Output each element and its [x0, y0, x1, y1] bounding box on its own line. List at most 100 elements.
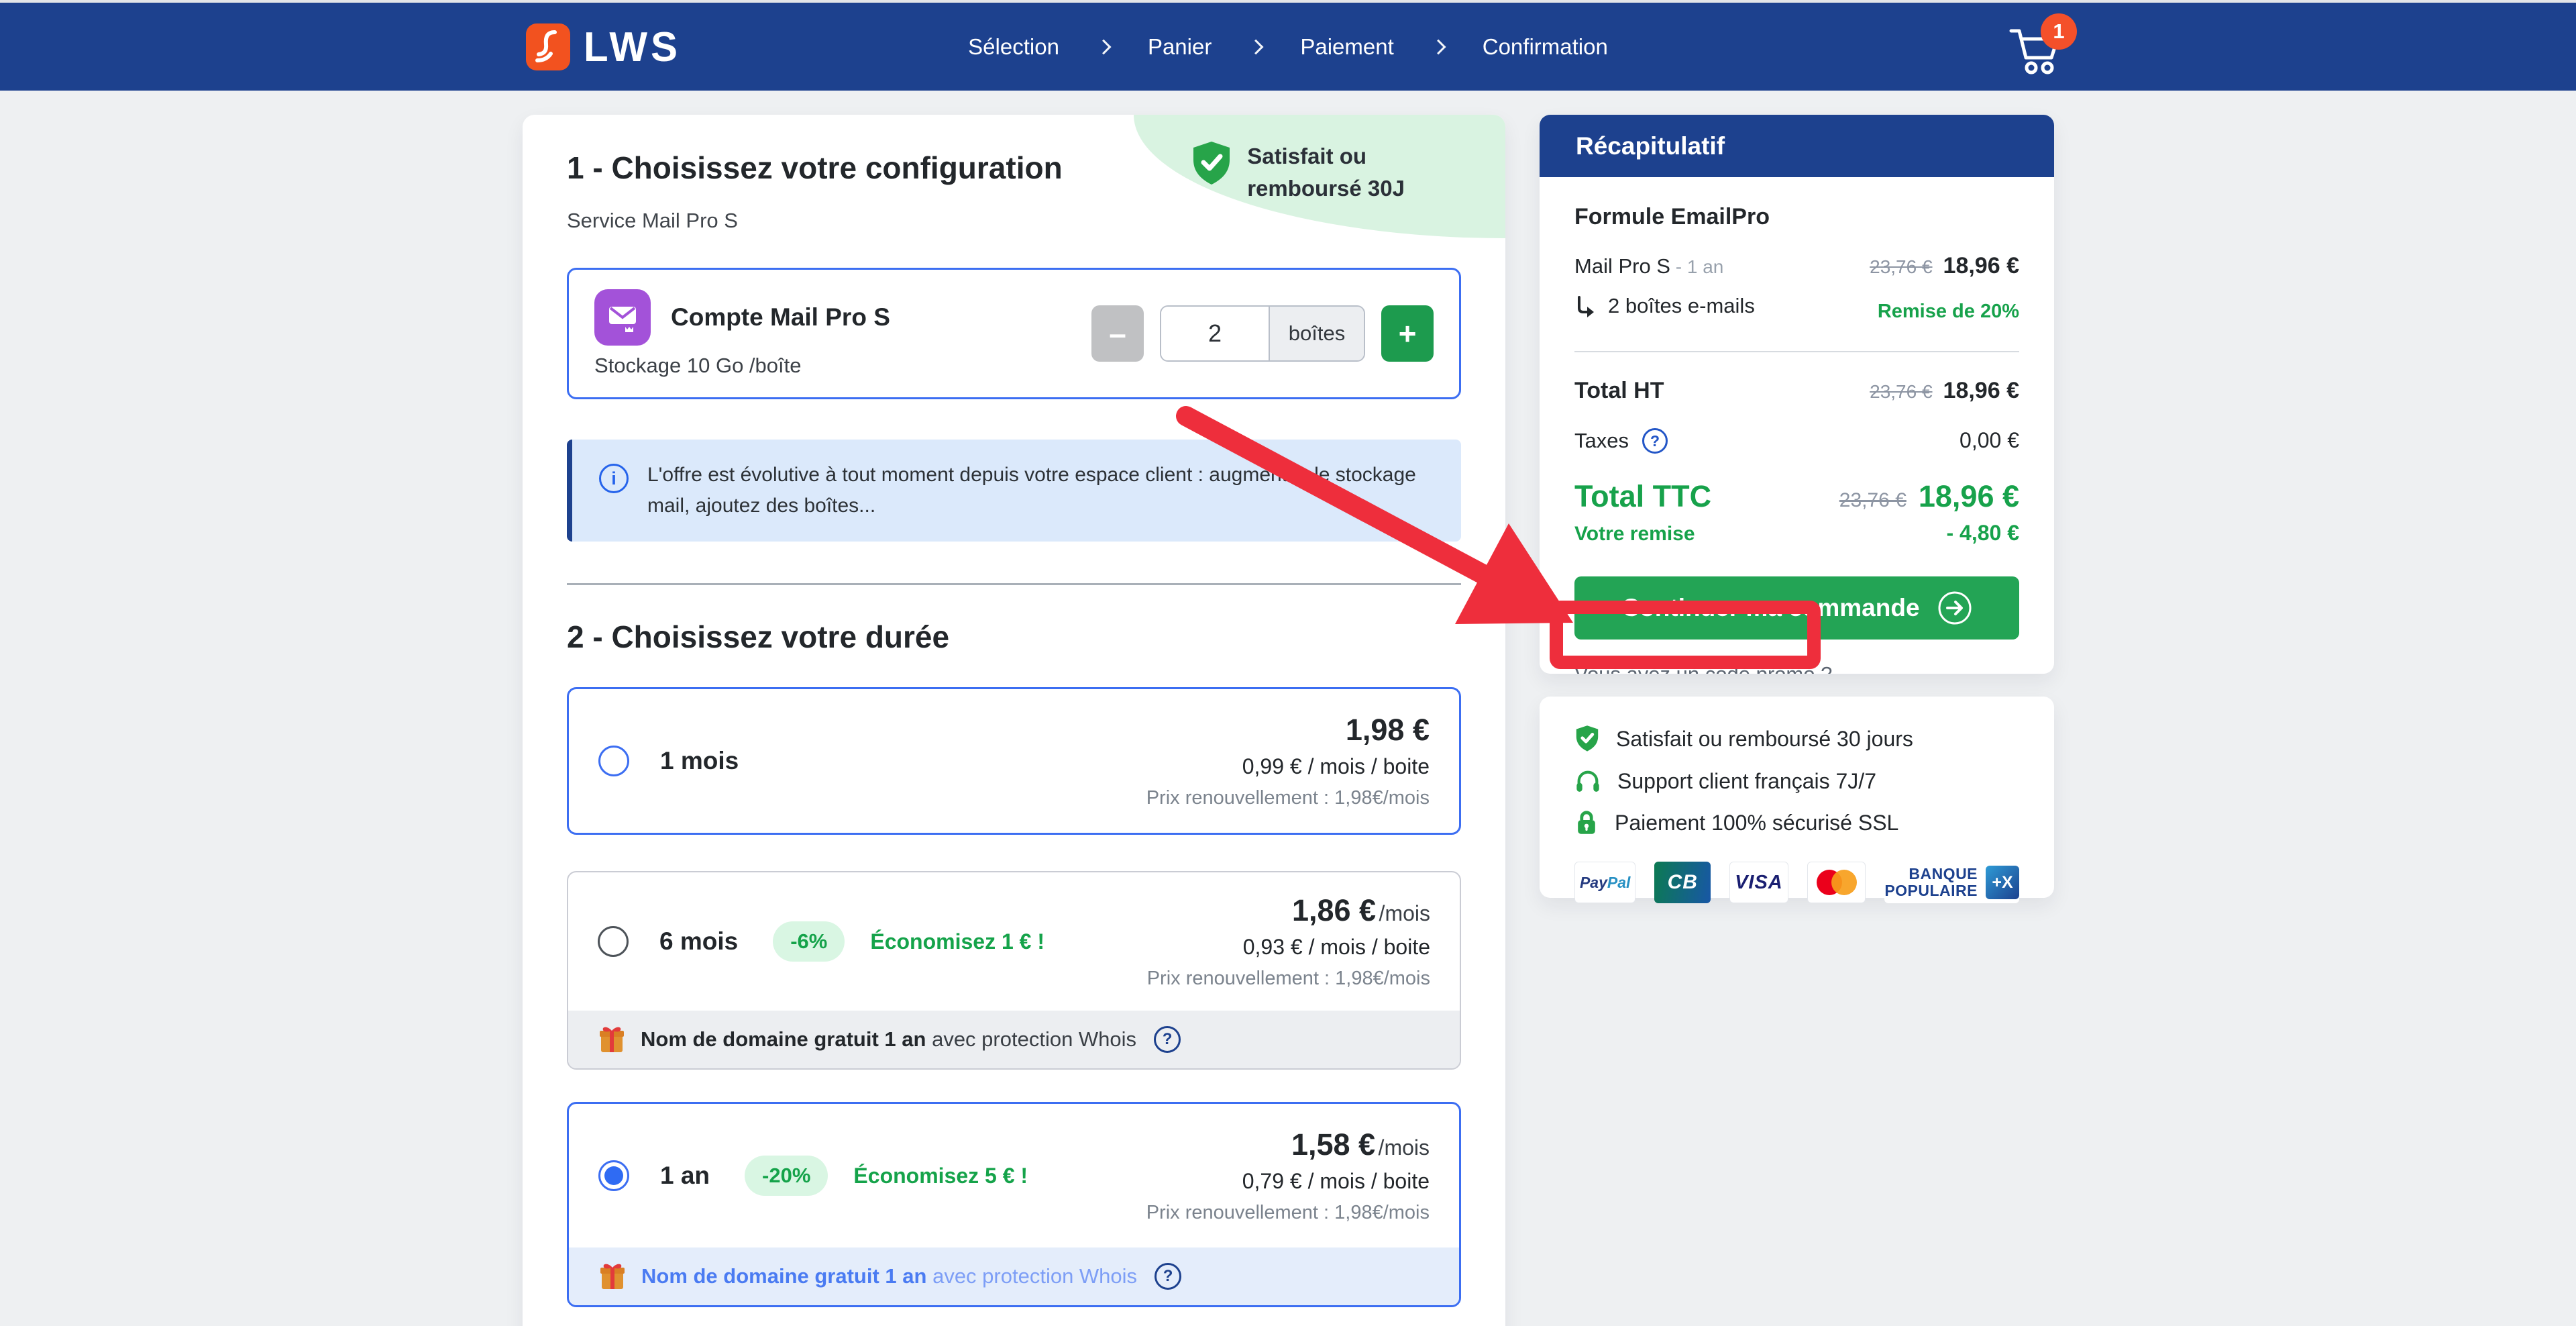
shield-check-icon — [1193, 142, 1230, 185]
lws-logo-icon — [526, 23, 570, 70]
continue-order-button[interactable]: Continuer ma commande — [1574, 576, 2019, 640]
current-price: 18,96 € — [1943, 253, 2019, 278]
old-price: 23,76 € — [1870, 381, 1933, 402]
breadcrumb-step-panier[interactable]: Panier — [1147, 34, 1212, 59]
total-ht-label: Total HT — [1574, 378, 1664, 403]
benefit-guarantee: Satisfait ou remboursé 30 jours — [1574, 725, 2019, 753]
banque-populaire-logo: BANQUE POPULAIRE +X — [1884, 862, 2020, 903]
continue-order-label: Continuer ma commande — [1621, 594, 1920, 621]
cart-count-badge: 1 — [2041, 13, 2077, 50]
quantity-unit-label: boîtes — [1269, 307, 1364, 360]
quantity-decrease-button[interactable]: – — [1091, 305, 1144, 362]
gift-icon — [600, 1264, 625, 1289]
order-summary-card: Récapitulatif Formule EmailPro Mail Pro … — [1540, 115, 2054, 674]
question-icon[interactable]: ? — [1154, 1026, 1181, 1053]
question-icon[interactable]: ? — [1642, 428, 1668, 454]
total-ht-value: 18,96 € — [1943, 378, 2019, 403]
option-price-suffix: /mois — [1378, 1135, 1430, 1160]
guarantee-line2: remboursé 30J — [1247, 176, 1405, 201]
corner-arrow-icon — [1578, 296, 1594, 317]
chevron-right-icon — [1248, 39, 1264, 54]
section1-title: 1 - Choisissez votre configuration — [567, 150, 1063, 185]
bonus-rest-text: avec protection Whois — [932, 1264, 1138, 1288]
summary-divider — [1574, 351, 2019, 352]
bonus-bold-text: Nom de domaine gratuit 1 an — [641, 1264, 927, 1288]
option-renewal: Prix renouvellement : 1,98€/mois — [1146, 1202, 1430, 1223]
breadcrumb-step-paiement[interactable]: Paiement — [1300, 34, 1394, 59]
option-renewal: Prix renouvellement : 1,98€/mois — [1146, 787, 1430, 809]
chevron-right-icon — [1430, 39, 1446, 54]
lws-logo-text: LWS — [584, 23, 681, 70]
option-per-box: 0,99 € / mois / boite — [1242, 754, 1430, 778]
radio-1-mois[interactable] — [598, 746, 629, 776]
headset-icon — [1576, 770, 1599, 792]
discount-value: - 4,80 € — [1946, 521, 2019, 545]
option-label: 6 mois — [659, 927, 739, 955]
quantity-group: 2 boîtes — [1160, 305, 1365, 362]
guarantee-line1: Satisfait ou — [1247, 144, 1367, 168]
top-navbar: LWS Sélection Panier Paiement Confirmati… — [0, 3, 2576, 91]
guarantee-badge: Satisfait ou remboursé 30J — [1191, 140, 1405, 205]
lws-logo[interactable]: LWS — [526, 3, 681, 91]
summary-title: Récapitulatif — [1576, 132, 1725, 160]
product-storage: Stockage 10 Go /boîte — [594, 354, 802, 377]
summary-total-ht: Total HT 23,76 € 18,96 € — [1574, 378, 2019, 404]
taxes-label: Taxes — [1574, 429, 1629, 452]
banque-populaire-mark: +X — [1986, 866, 2020, 899]
duration-option-1-mois[interactable]: 1 mois 1,98 € 0,99 € / mois / boite Prix… — [567, 687, 1461, 835]
option-label: 1 mois — [660, 747, 739, 774]
option-price: 1,86 € — [1291, 893, 1377, 927]
savings-text: Économisez 1 € ! — [870, 929, 1044, 954]
option-price: 1,98 € — [1345, 713, 1430, 747]
total-ttc-value: 18,96 € — [1918, 479, 2019, 513]
window-edge — [0, 0, 2576, 3]
chevron-right-icon — [1095, 39, 1112, 54]
configuration-card: Satisfait ou remboursé 30J 1 - Choisisse… — [523, 115, 1505, 1326]
radio-dot — [604, 1166, 623, 1185]
info-icon: i — [599, 464, 629, 493]
option-per-box: 0,93 € / mois / boite — [1242, 935, 1430, 959]
benefits-card: Satisfait ou remboursé 30 jours Support … — [1540, 697, 2054, 903]
boxes-line-label: 2 boîtes e-mails — [1608, 294, 1755, 317]
benefit-ssl: Paiement 100% sécurisé SSL — [1574, 809, 2019, 836]
info-banner: i L'offre est évolutive à tout moment de… — [567, 440, 1461, 542]
payment-methods: Pay Pal CB VISA BANQUE POPULAIRE +X — [1574, 862, 2020, 903]
taxes-value: 0,00 € — [1960, 428, 2019, 452]
section1-subtitle: Service Mail Pro S — [567, 209, 738, 232]
quantity-stepper: – 2 boîtes + — [1091, 305, 1434, 362]
lock-icon — [1578, 811, 1595, 834]
radio-1-an-selected[interactable] — [598, 1160, 629, 1191]
option-label: 1 an — [660, 1162, 710, 1189]
summary-total-ttc: Total TTC 23,76 € 18,96 € — [1574, 479, 2019, 514]
breadcrumb-step-confirmation[interactable]: Confirmation — [1482, 34, 1608, 59]
quantity-input[interactable]: 2 — [1161, 307, 1269, 360]
breadcrumb: Sélection Panier Paiement Confirmation — [968, 3, 1608, 91]
product-line-name: Mail Pro S — [1574, 254, 1670, 278]
info-banner-text: L'offre est évolutive à tout moment depu… — [647, 464, 1416, 517]
paypal-logo: Pay Pal — [1574, 862, 1636, 903]
discount-percent-label: Remise de 20% — [1877, 301, 2019, 322]
quantity-increase-button[interactable]: + — [1381, 305, 1434, 362]
mastercard-logo — [1807, 862, 1866, 903]
bonus-rest-text: avec protection Whois — [932, 1027, 1137, 1051]
bonus-bold-text: Nom de domaine gratuit 1 an — [641, 1027, 926, 1051]
envelope-crown-icon — [609, 307, 636, 332]
old-price: 23,76 € — [1839, 489, 1907, 511]
section-divider — [567, 583, 1461, 585]
product-line-duration: - 1 an — [1670, 256, 1724, 277]
savings-text: Économisez 5 € ! — [853, 1163, 1028, 1188]
option-price-suffix: /mois — [1379, 901, 1430, 925]
benefit-text: Paiement 100% sécurisé SSL — [1615, 810, 1899, 835]
duration-option-6-mois[interactable]: 6 mois -6% Économisez 1 € ! 1,86 € /mois… — [567, 871, 1461, 1070]
question-icon[interactable]: ? — [1155, 1263, 1182, 1290]
option-bonus-bar: Nom de domaine gratuit 1 an avec protect… — [568, 1011, 1460, 1068]
duration-option-1-an[interactable]: 1 an -20% Économisez 5 € ! 1,58 € /mois … — [567, 1102, 1461, 1307]
summary-line-boxes: 2 boîtes e-mails Remise de 20% — [1574, 294, 2019, 323]
summary-header: Récapitulatif — [1540, 115, 2054, 177]
promo-code-link[interactable]: Vous avez un code promo ? — [1574, 662, 1832, 674]
cart-button[interactable]: 1 — [2007, 13, 2077, 78]
breadcrumb-step-selection[interactable]: Sélection — [968, 34, 1059, 59]
shield-check-icon — [1576, 725, 1599, 752]
radio-6-mois[interactable] — [598, 926, 629, 957]
product-config-box: Compte Mail Pro S Stockage 10 Go /boîte … — [567, 268, 1461, 399]
